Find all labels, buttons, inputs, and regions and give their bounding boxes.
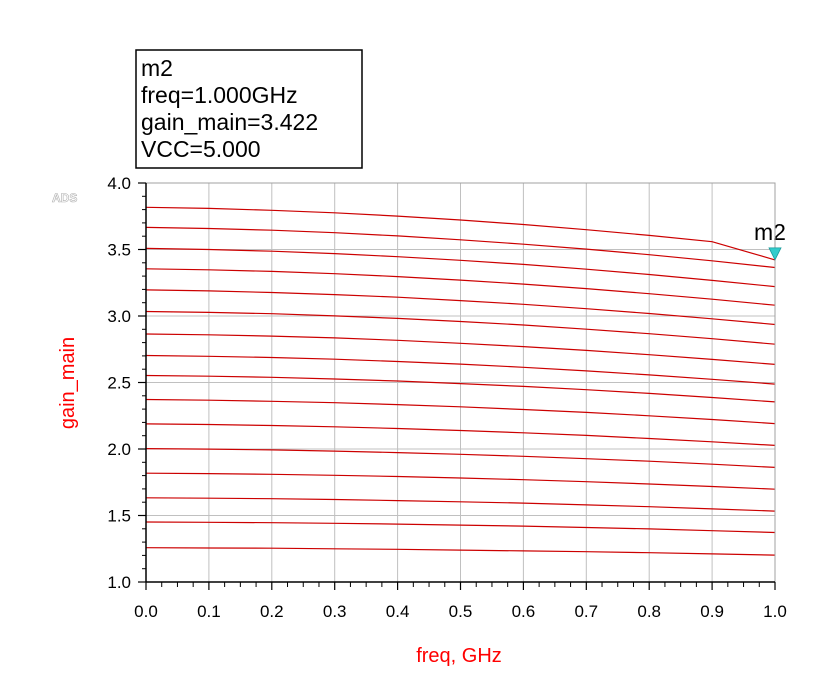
series-line-2 (145, 521, 776, 534)
x-tick-label: 1.0 (763, 602, 787, 621)
marker-readout-name: m2 (141, 55, 173, 81)
series-line-8 (145, 374, 776, 403)
marker-readout-vcc: VCC=5.000 (141, 136, 261, 162)
axis-ticks: 0.0 0.1 0.2 0.3 0.4 0.5 0.6 0.7 0.8 0.9 1.0 1.0 1.5 2… (107, 174, 786, 621)
y-tick-label: 1.5 (107, 507, 131, 526)
y-tick-label: 2.0 (107, 440, 131, 459)
x-tick-label: 0.6 (512, 602, 536, 621)
x-tick-label: 0.9 (700, 602, 724, 621)
x-tick-label: 0.3 (323, 602, 347, 621)
x-tick-label: 0.8 (637, 602, 661, 621)
series-line-15 (145, 226, 776, 269)
series-line-12 (145, 289, 776, 326)
y-tick-label: 2.5 (107, 374, 131, 393)
x-tick-label: 0.4 (386, 602, 410, 621)
y-tick-label: 1.0 (107, 573, 131, 592)
series-line-6 (145, 423, 776, 446)
x-tick-label: 0.2 (260, 602, 284, 621)
y-tick-label: 3.5 (107, 241, 131, 260)
marker-label: m2 (754, 219, 786, 245)
ads-watermark: ADS (52, 191, 77, 205)
series-line-5 (145, 448, 776, 468)
series-line-14 (145, 247, 776, 288)
marker-layer (768, 247, 782, 261)
y-tick-label: 4.0 (107, 174, 131, 193)
y-tick-label: 3.0 (107, 307, 131, 326)
series-lines (145, 206, 776, 556)
series-line-10 (145, 333, 776, 365)
x-axis-label: freq, GHz (416, 645, 502, 667)
x-tick-label: 0.7 (574, 602, 598, 621)
marker-triangle[interactable] (768, 247, 782, 261)
series-line-11 (145, 310, 776, 345)
marker-readout-border (135, 49, 363, 169)
marker-readout-freq: freq=1.000GHz (141, 82, 298, 108)
series-line-3 (145, 497, 776, 512)
series-line-9 (145, 354, 776, 385)
y-axis-label: gain_main (57, 337, 79, 429)
series-line-7 (145, 398, 776, 425)
x-tick-label: 0.5 (449, 602, 473, 621)
x-tick-label: 0.1 (197, 602, 221, 621)
series-line-4 (145, 472, 776, 490)
x-tick-label: 0.0 (134, 602, 158, 621)
series-line-16 (145, 206, 776, 261)
series-line-1 (145, 547, 776, 556)
marker-readout-box: m2 freq=1.000GHz gain_main=3.422 VCC=5.0… (135, 49, 363, 169)
series-line-13 (145, 268, 776, 306)
marker-readout-gain: gain_main=3.422 (141, 109, 318, 135)
